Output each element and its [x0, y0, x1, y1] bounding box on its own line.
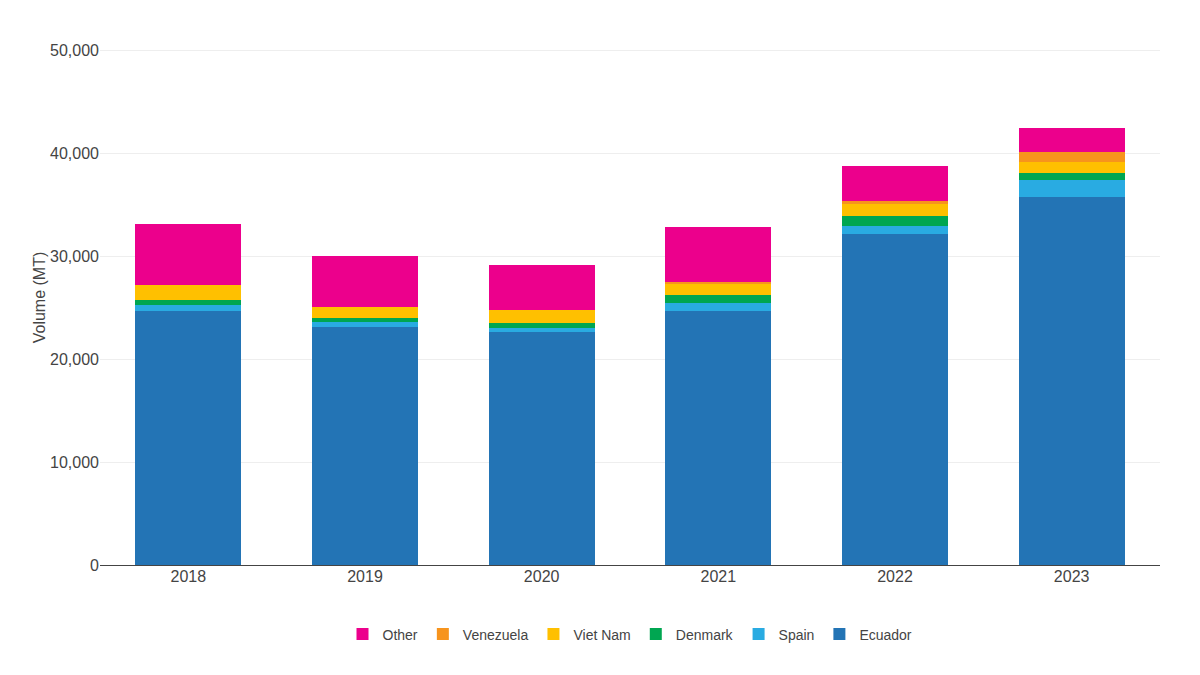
svg-text:2019: 2019 — [347, 568, 383, 585]
svg-text:2018: 2018 — [171, 568, 207, 585]
svg-text:Other: Other — [383, 627, 418, 643]
svg-text:Spain: Spain — [779, 627, 815, 643]
svg-text:Venezuela: Venezuela — [463, 627, 529, 643]
svg-text:10,000: 10,000 — [50, 454, 99, 471]
svg-text:2023: 2023 — [1054, 568, 1090, 585]
svg-text:50,000: 50,000 — [50, 42, 99, 59]
svg-text:Ecuador: Ecuador — [859, 627, 911, 643]
svg-text:20,000: 20,000 — [50, 351, 99, 368]
svg-text:30,000: 30,000 — [50, 248, 99, 265]
svg-text:2022: 2022 — [877, 568, 913, 585]
svg-text:Viet Nam: Viet Nam — [573, 627, 630, 643]
svg-text:0: 0 — [90, 557, 99, 574]
svg-text:Denmark: Denmark — [676, 627, 734, 643]
svg-text:2021: 2021 — [701, 568, 737, 585]
svg-text:Volume (MT): Volume (MT) — [31, 252, 48, 344]
svg-text:40,000: 40,000 — [50, 145, 99, 162]
svg-text:2020: 2020 — [524, 568, 560, 585]
